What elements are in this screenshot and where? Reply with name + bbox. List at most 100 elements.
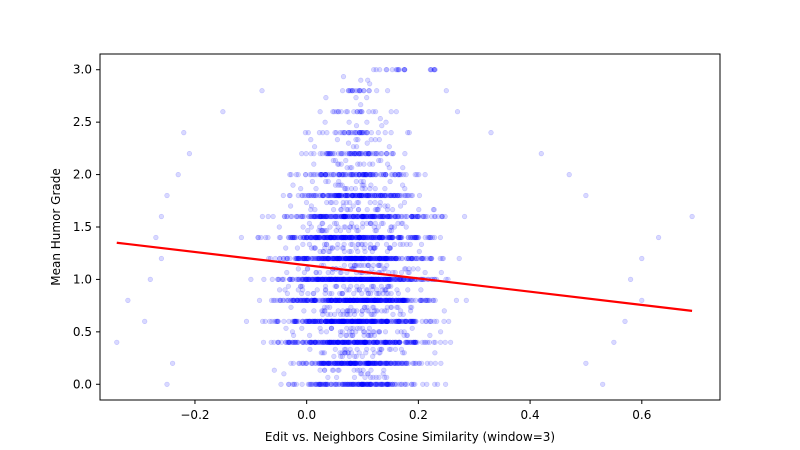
scatter-point	[347, 262, 354, 269]
scatter-point	[373, 67, 379, 73]
scatter-point	[390, 207, 396, 213]
scatter-point	[462, 213, 468, 220]
scatter-point	[341, 248, 348, 255]
scatter-point	[366, 360, 372, 366]
scatter-point	[322, 367, 328, 373]
scatter-point	[384, 151, 390, 157]
scatter-point	[355, 381, 361, 387]
scatter-point	[287, 276, 293, 283]
scatter-point	[332, 346, 338, 352]
scatter-point	[350, 224, 357, 230]
scatter-point	[332, 157, 339, 164]
scatter-point	[301, 308, 307, 314]
scatter-point	[284, 269, 290, 276]
scatter-point	[338, 360, 345, 366]
scatter-point	[344, 311, 351, 318]
scatter-point	[402, 360, 408, 366]
scatter-point	[377, 360, 383, 366]
scatter-point	[345, 207, 351, 213]
scatter-point	[291, 381, 298, 387]
scatter-point	[327, 234, 333, 241]
scatter-point	[296, 297, 302, 304]
scatter-point	[300, 224, 306, 230]
scatter-point	[318, 360, 324, 366]
scatter-point	[349, 192, 355, 199]
scatter-point	[431, 318, 437, 325]
scatter-point	[379, 360, 385, 366]
scatter-point	[321, 241, 328, 247]
y-axis-ticks: 0.0 0.5 1.0 1.5 2.0 2.5 3.0	[73, 63, 100, 391]
scatter-point	[372, 245, 378, 251]
scatter-point	[341, 346, 348, 352]
scatter-point	[357, 234, 363, 241]
scatter-point	[319, 192, 325, 199]
scatter-point	[378, 381, 384, 387]
scatter-point	[294, 245, 301, 251]
scatter-point	[343, 157, 349, 164]
scatter-point	[437, 339, 444, 345]
scatter-point	[295, 255, 301, 262]
scatter-point	[406, 255, 412, 262]
scatter-point	[275, 276, 281, 283]
scatter-point	[354, 367, 361, 373]
scatter-point	[346, 360, 352, 366]
scatter-point	[158, 213, 164, 220]
scatter-point	[313, 269, 319, 276]
scatter-point	[381, 367, 387, 373]
scatter-point	[416, 248, 422, 255]
scatter-point	[380, 234, 387, 241]
scatter-point	[404, 360, 410, 366]
scatter-point	[419, 318, 425, 325]
scatter-point	[362, 151, 368, 157]
scatter-point	[310, 381, 316, 387]
scatter-point	[336, 360, 343, 366]
scatter-point	[308, 137, 314, 143]
scatter-point	[400, 350, 406, 356]
scatter-point	[310, 172, 317, 178]
scatter-point	[424, 381, 430, 387]
scatter-point	[384, 381, 391, 387]
scatter-point	[360, 381, 366, 387]
scatter-point	[325, 151, 331, 157]
scatter-point	[380, 220, 386, 226]
scatter-point	[358, 360, 364, 366]
scatter-point	[344, 332, 350, 339]
scatter-point	[419, 360, 425, 366]
scatter-point	[356, 381, 362, 387]
scatter-point	[376, 374, 382, 381]
scatter-point	[402, 151, 408, 157]
scatter-point	[329, 360, 335, 366]
scatter-point	[335, 360, 342, 366]
scatter-point	[333, 381, 340, 387]
scatter-point	[364, 119, 370, 125]
scatter-point	[333, 360, 339, 366]
scatter-point	[353, 381, 359, 387]
scatter-point	[303, 276, 309, 283]
scatter-point	[309, 360, 315, 366]
scatter-point	[338, 360, 345, 366]
scatter-point	[255, 234, 261, 241]
scatter-point	[325, 269, 331, 276]
scatter-point	[347, 360, 353, 366]
scatter-point	[365, 360, 372, 366]
scatter-point	[362, 360, 368, 366]
scatter-point	[341, 283, 347, 289]
scatter-point	[314, 287, 320, 293]
scatter-point	[373, 109, 379, 115]
scatter-point	[392, 360, 398, 366]
scatter-point	[365, 360, 371, 366]
scatter-point	[416, 213, 422, 220]
scatter-point	[384, 360, 390, 366]
scatter-point	[313, 381, 319, 387]
scatter-point	[311, 192, 317, 199]
scatter-point	[353, 360, 359, 366]
scatter-point	[360, 367, 366, 373]
scatter-point	[287, 172, 293, 178]
scatter-point	[331, 353, 337, 360]
scatter-point	[357, 297, 363, 304]
scatter-point	[379, 346, 385, 352]
scatter-point	[488, 130, 494, 136]
scatter-point	[392, 339, 398, 345]
scatter-point	[416, 192, 423, 199]
scatter-point	[400, 241, 406, 247]
